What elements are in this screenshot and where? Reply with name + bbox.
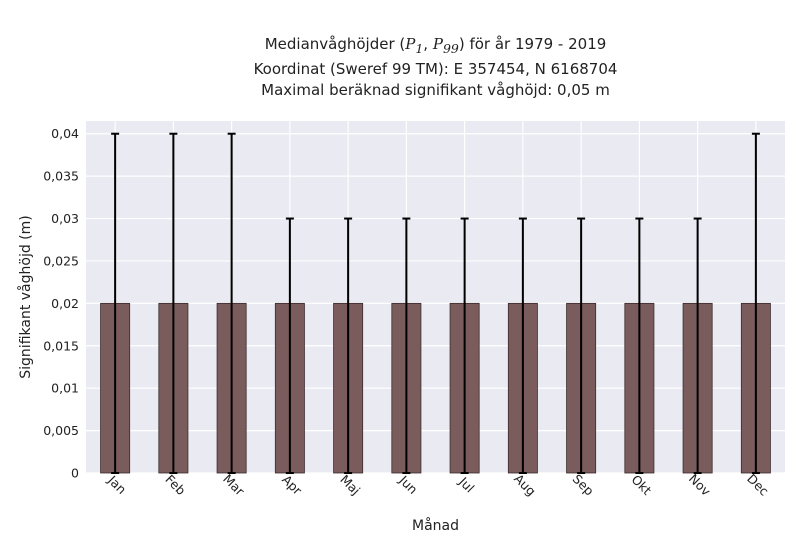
y-tick-label: 0,005 <box>43 423 79 438</box>
error-bar-dec <box>751 132 760 474</box>
x-tick-label: Maj <box>337 472 363 498</box>
error-bar-jun <box>402 217 411 474</box>
error-bar-okt <box>635 217 644 474</box>
x-tick-label: Jun <box>396 472 421 497</box>
error-bar-jan <box>111 132 120 474</box>
y-tick-label: 0,025 <box>43 253 79 268</box>
y-tick-labels: 0 0,005 0,01 0,015 0,02 0,025 0,03 0,035 0,04 <box>43 126 79 480</box>
title-line-3: Maximal beräknad signifikant våghöjd: 0,… <box>261 81 610 99</box>
x-tick-label: Sep <box>570 471 597 498</box>
x-tick-labels: Jan Feb Mar Apr Maj Jun Jul Aug Sep Okt Nov Dec <box>104 471 772 499</box>
y-tick-label: 0,03 <box>51 211 79 226</box>
y-tick-label: 0,02 <box>51 296 79 311</box>
x-axis-label: Månad <box>412 517 459 534</box>
x-tick-label: Dec <box>744 471 772 499</box>
title-line-2: Koordinat (Sweref 99 TM): E 357454, N 61… <box>253 60 618 78</box>
error-bar-nov <box>693 217 702 474</box>
error-bar-aug <box>518 217 527 474</box>
x-tick-label: Feb <box>162 472 188 498</box>
title-line-1: Medianvåghöjder (P1, P99) för år 1979 - … <box>264 35 607 56</box>
error-bar-feb <box>169 132 178 474</box>
error-bar-mar <box>227 132 236 474</box>
y-axis-label: Signifikant våghöjd (m) <box>17 215 34 378</box>
x-tick-label: Mar <box>220 471 248 499</box>
chart-title: Medianvåghöjder (P1, P99) för år 1979 - … <box>86 34 785 101</box>
p99-symbol: P99 <box>432 35 459 56</box>
y-tick-label: 0,04 <box>51 126 79 141</box>
y-tick-label: 0,035 <box>43 169 79 184</box>
error-bar-sep <box>577 217 586 474</box>
error-bar-maj <box>344 217 353 474</box>
error-bar-apr <box>285 217 294 474</box>
x-tick-label: Okt <box>628 472 654 498</box>
error-bars <box>111 132 760 474</box>
p1-symbol: P1 <box>405 35 424 56</box>
x-tick-label: Jan <box>104 472 129 497</box>
y-tick-label: 0,015 <box>43 338 79 353</box>
x-tick-label: Nov <box>686 471 714 499</box>
plot-area <box>86 121 785 473</box>
y-tick-label: 0,01 <box>51 381 79 396</box>
x-tick-label: Apr <box>279 472 306 499</box>
y-tick-label: 0 <box>71 466 79 481</box>
x-tick-label: Aug <box>511 471 539 499</box>
x-tick-label: Jul <box>455 473 477 495</box>
error-bar-jul <box>460 217 469 474</box>
